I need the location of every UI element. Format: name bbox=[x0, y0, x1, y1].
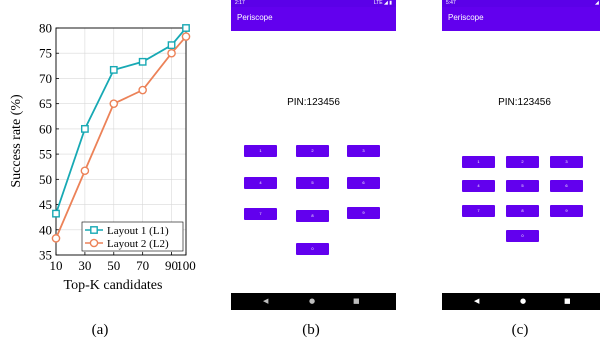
legend-swatch-marker bbox=[90, 226, 98, 234]
y-tick-label: 60 bbox=[39, 121, 52, 136]
x-tick-label: 50 bbox=[107, 258, 120, 273]
status-bar: 5:47 ◢ ▮ bbox=[442, 0, 600, 7]
legend-label: Layout 1 (L1) bbox=[107, 225, 169, 237]
back-icon[interactable]: ◀ bbox=[474, 297, 480, 305]
key-3[interactable]: 3 bbox=[347, 145, 380, 157]
y-tick-label: 45 bbox=[39, 197, 52, 212]
key-2[interactable]: 2 bbox=[296, 145, 329, 157]
navigation-bar: ◀ ● ■ bbox=[442, 293, 600, 310]
key-4[interactable]: 4 bbox=[462, 180, 495, 192]
status-time: 5:47 bbox=[446, 0, 456, 6]
status-time: 2:17 bbox=[235, 0, 245, 6]
key-7[interactable]: 7 bbox=[244, 208, 277, 220]
recents-icon[interactable]: ■ bbox=[353, 297, 360, 305]
pin-display: PIN:123456 bbox=[287, 97, 340, 108]
data-point bbox=[80, 124, 89, 133]
caption-c: (c) bbox=[511, 322, 529, 338]
key-4[interactable]: 4 bbox=[244, 177, 277, 189]
phone-screenshot-c: 5:47 ◢ ▮ Periscope PIN:123456 1 2 3 4 5 … bbox=[442, 0, 600, 310]
y-tick-label: 55 bbox=[39, 147, 52, 162]
series-line bbox=[55, 27, 187, 214]
x-axis-title: Top-K candidates bbox=[64, 278, 163, 293]
key-3[interactable]: 3 bbox=[550, 156, 583, 168]
chart-grid bbox=[55, 27, 187, 256]
legend-box bbox=[81, 221, 184, 252]
app-bar: Periscope bbox=[231, 7, 396, 31]
key-5[interactable]: 5 bbox=[506, 180, 539, 192]
data-point bbox=[167, 48, 176, 58]
key-9[interactable]: 9 bbox=[347, 207, 380, 219]
key-7[interactable]: 7 bbox=[462, 205, 495, 217]
y-tick-label: 40 bbox=[39, 222, 52, 237]
chart-legend: Layout 1 (L1)Layout 2 (L2) bbox=[81, 221, 184, 252]
data-point bbox=[51, 234, 61, 243]
status-icons: LTE ◢ ▮ bbox=[373, 0, 392, 6]
data-point bbox=[109, 65, 118, 74]
data-point bbox=[138, 85, 147, 95]
pin-display: PIN:123456 bbox=[498, 97, 551, 108]
data-point bbox=[109, 99, 119, 108]
key-1[interactable]: 1 bbox=[462, 156, 495, 168]
key-9[interactable]: 9 bbox=[550, 205, 583, 217]
status-bar: 2:17 LTE ◢ ▮ bbox=[231, 0, 396, 7]
phone-screenshot-b: 2:17 LTE ◢ ▮ Periscope PIN:123456 1 2 3 … bbox=[231, 0, 396, 310]
y-tick-label: 75 bbox=[39, 46, 52, 61]
caption-b: (b) bbox=[302, 322, 320, 338]
legend-label: Layout 2 (L2) bbox=[107, 238, 169, 250]
key-6[interactable]: 6 bbox=[550, 180, 583, 192]
app-title: Periscope bbox=[237, 13, 273, 22]
key-8[interactable]: 8 bbox=[506, 205, 539, 217]
x-tick-label: 70 bbox=[136, 258, 149, 273]
series-line bbox=[55, 35, 187, 239]
key-1[interactable]: 1 bbox=[244, 145, 277, 157]
data-point bbox=[138, 57, 147, 66]
data-point bbox=[182, 24, 190, 32]
recents-icon[interactable]: ■ bbox=[564, 297, 571, 305]
home-icon[interactable]: ● bbox=[520, 297, 527, 305]
key-5[interactable]: 5 bbox=[296, 177, 329, 189]
caption-a: (a) bbox=[91, 322, 109, 338]
legend-swatch-marker bbox=[89, 238, 99, 248]
key-0[interactable]: 0 bbox=[506, 230, 539, 242]
data-point bbox=[80, 166, 90, 176]
app-title: Periscope bbox=[448, 13, 484, 22]
data-point bbox=[181, 32, 191, 41]
series-1 bbox=[52, 24, 190, 218]
y-tick-label: 70 bbox=[39, 71, 52, 86]
key-2[interactable]: 2 bbox=[506, 156, 539, 168]
y-axis-title: Success rate (%) bbox=[9, 94, 24, 188]
key-6[interactable]: 6 bbox=[347, 177, 380, 189]
x-tick-label: 90 bbox=[165, 258, 178, 273]
series-2 bbox=[51, 32, 191, 243]
app-bar: Periscope bbox=[442, 7, 600, 31]
x-tick-label: 10 bbox=[50, 258, 63, 273]
data-point bbox=[167, 41, 176, 50]
chart-series bbox=[51, 24, 191, 243]
plot-frame bbox=[55, 27, 187, 256]
status-icons: ◢ ▮ bbox=[595, 0, 600, 6]
x-tick-label: 30 bbox=[78, 258, 91, 273]
back-icon[interactable]: ◀ bbox=[263, 297, 269, 305]
home-icon[interactable]: ● bbox=[309, 297, 316, 305]
y-tick-label: 50 bbox=[39, 172, 52, 187]
y-tick-label: 65 bbox=[39, 96, 52, 111]
key-0[interactable]: 0 bbox=[296, 243, 329, 255]
y-tick-label: 35 bbox=[39, 248, 52, 263]
x-tick-label: 100 bbox=[176, 258, 196, 273]
data-point bbox=[52, 209, 60, 218]
key-8[interactable]: 8 bbox=[296, 210, 329, 222]
y-tick-label: 80 bbox=[39, 21, 52, 36]
navigation-bar: ◀ ● ■ bbox=[231, 293, 396, 310]
